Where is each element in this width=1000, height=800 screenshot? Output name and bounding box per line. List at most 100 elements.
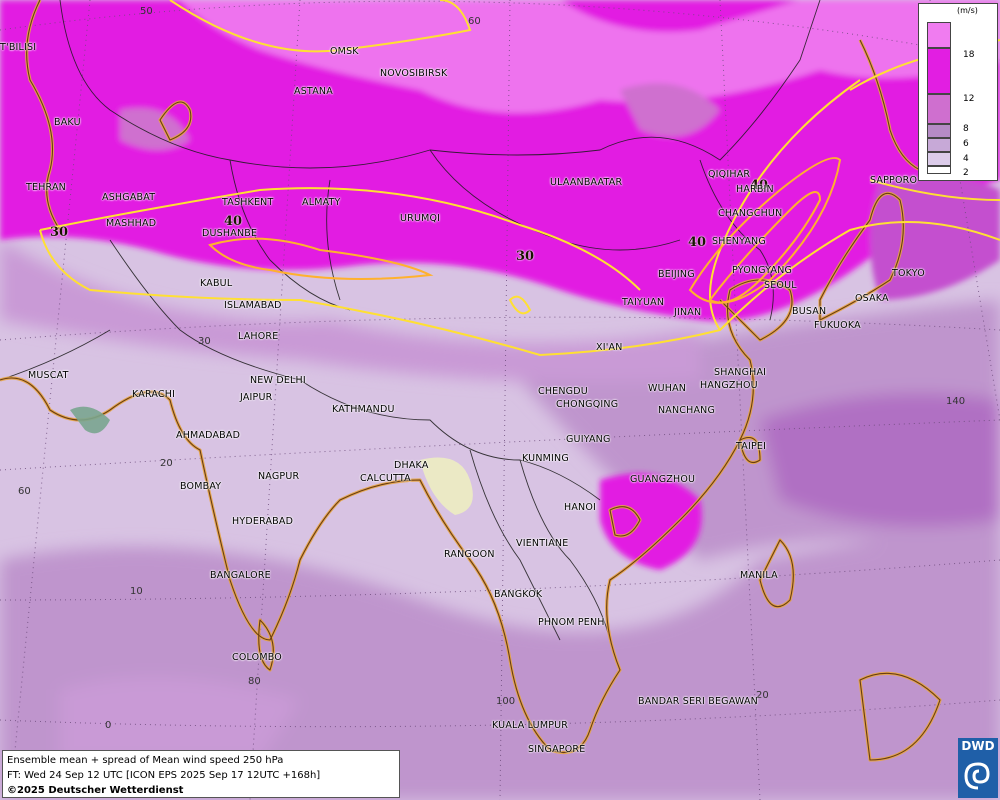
city-label: NANCHANG xyxy=(658,405,716,416)
city-label: KUALA LUMPUR xyxy=(492,720,569,731)
city-label: SAPPORO xyxy=(870,175,918,186)
city-label: DUSHANBE xyxy=(202,228,258,239)
city-label: ISLAMABAD xyxy=(224,300,282,311)
city-label: MASHHAD xyxy=(106,218,157,229)
legend-tick: 6 xyxy=(963,139,969,149)
city-label: OSAKA xyxy=(855,293,889,304)
swirl-icon xyxy=(964,762,990,790)
contour-label-40-west: 40 xyxy=(224,214,243,229)
dwd-logo-text: DWD xyxy=(961,739,995,753)
city-label: PYONGYANG xyxy=(732,265,793,276)
city-label: URUMQI xyxy=(400,213,441,224)
city-label: FUKUOKA xyxy=(814,320,861,331)
city-label: NEW DELHI xyxy=(250,375,306,386)
city-label: LAHORE xyxy=(238,331,279,342)
legend-swatch-4 xyxy=(927,138,951,152)
contour-label-40-northeast: 40 xyxy=(750,178,769,193)
city-label: MUSCAT xyxy=(28,370,69,381)
city-label: JAIPUR xyxy=(240,392,273,403)
contour-label-30-west: 30 xyxy=(50,225,69,240)
grid-label-lat-10: 10 xyxy=(130,586,143,597)
grid-label-lat-50: 50 xyxy=(140,6,153,17)
city-label: HANOI xyxy=(564,502,597,513)
legend-swatch-2 xyxy=(927,152,951,166)
city-label: ULAANBAATAR xyxy=(550,177,623,188)
city-label: BANGKOK xyxy=(494,589,543,600)
city-label: SHANGHAI xyxy=(714,367,767,378)
city-label: KATHMANDU xyxy=(332,404,395,415)
city-label: OMSK xyxy=(330,46,359,57)
color-legend: (m/s) 18 12 8 6 4 2 xyxy=(918,3,998,181)
city-label: CHONGQING xyxy=(556,399,619,410)
legend-swatch-lowest xyxy=(927,166,951,174)
city-label: HARBIN xyxy=(736,184,774,195)
city-label: SEOUL xyxy=(764,280,797,291)
city-label: T'BILISI xyxy=(0,42,37,53)
legend-swatch-6 xyxy=(927,124,951,138)
grid-label-lon-140: 140 xyxy=(946,396,966,407)
city-label: NAGPUR xyxy=(258,471,300,482)
city-label: XI'AN xyxy=(596,342,623,353)
city-label: MANILA xyxy=(740,570,778,581)
city-label: KABUL xyxy=(200,278,233,289)
city-label: TOKYO xyxy=(892,268,925,279)
grid-label-lat-0: 0 xyxy=(105,720,112,731)
legend-tick: 4 xyxy=(963,154,969,164)
city-label: BANGALORE xyxy=(210,570,271,581)
city-label: TAIPEI xyxy=(736,441,767,452)
city-label: RANGOON xyxy=(444,549,495,560)
city-label: HYDERABAD xyxy=(232,516,294,527)
city-label: DHAKA xyxy=(394,460,429,471)
legend-tick: 12 xyxy=(963,94,975,104)
city-label: GUIYANG xyxy=(566,434,611,445)
city-label: SHENYANG xyxy=(712,236,766,247)
city-label: QIQIHAR xyxy=(708,169,751,180)
city-label: PHNOM PENH xyxy=(538,617,605,628)
legend-swatch-12 xyxy=(927,48,951,94)
city-label: KARACHI xyxy=(132,389,176,400)
grid-label-lon-60: 60 xyxy=(18,486,31,497)
grid-label-lon-80: 80 xyxy=(248,676,261,687)
city-label: BUSAN xyxy=(792,306,827,317)
city-label: ALMATY xyxy=(302,197,341,208)
grid-label-lat-30: 30 xyxy=(198,336,211,347)
city-label: GUANGZHOU xyxy=(630,474,696,485)
city-label: WUHAN xyxy=(648,383,687,394)
city-label: AHMADABAD xyxy=(176,430,241,441)
city-label: BOMBAY xyxy=(180,481,222,492)
city-label: TASHKENT xyxy=(222,197,274,208)
grid-label-lat-20: 20 xyxy=(160,458,173,469)
city-label: HANGZHOU xyxy=(700,380,758,391)
city-label: BAKU xyxy=(54,117,81,128)
city-label: COLOMBO xyxy=(232,652,282,663)
city-label: CHENGDU xyxy=(538,386,588,397)
legend-swatch-8 xyxy=(927,94,951,124)
grid-label-lon-100: 100 xyxy=(496,696,516,707)
grid-label-lat-60: 60 xyxy=(468,16,481,27)
legend-tick: 2 xyxy=(963,168,969,178)
city-label: BANDAR SERI BEGAWAN xyxy=(638,696,758,707)
legend-tick: 18 xyxy=(963,50,975,60)
city-label: KUNMING xyxy=(522,453,569,464)
forecast-time: FT: Wed 24 Sep 12 UTC [ICON EPS 2025 Sep… xyxy=(7,770,321,781)
contour-label-30-central: 30 xyxy=(516,249,535,264)
grid-label-lat-20-right: 20 xyxy=(756,690,769,701)
legend-unit: (m/s) xyxy=(957,6,978,15)
city-label: SINGAPORE xyxy=(528,744,586,755)
city-label: TAIYUAN xyxy=(622,297,665,308)
dwd-logo: DWD xyxy=(958,738,998,798)
city-label: ASHGABAT xyxy=(102,192,156,203)
city-label: VIENTIANE xyxy=(516,538,569,549)
city-label: TEHRAN xyxy=(26,182,66,193)
copyright: ©2025 Deutscher Wetterdienst xyxy=(7,785,184,796)
map-info-box: Ensemble mean + spread of Mean wind spee… xyxy=(2,750,400,798)
city-label: NOVOSIBIRSK xyxy=(380,68,448,79)
contour-label-40-east: 40 xyxy=(688,235,707,250)
city-label: CALCUTTA xyxy=(360,473,411,484)
city-label: JINAN xyxy=(674,307,702,318)
map-title: Ensemble mean + spread of Mean wind spee… xyxy=(7,755,284,766)
city-label: CHANGCHUN xyxy=(718,208,783,219)
city-label: BEIJING xyxy=(658,269,695,280)
